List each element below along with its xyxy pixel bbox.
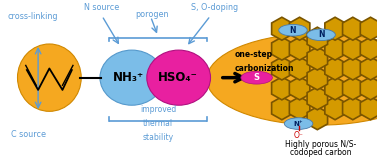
Polygon shape — [325, 17, 345, 40]
Text: improved: improved — [140, 105, 176, 114]
Polygon shape — [307, 27, 328, 50]
Polygon shape — [325, 57, 345, 80]
Text: thermal: thermal — [143, 119, 173, 128]
Ellipse shape — [17, 44, 81, 111]
Text: O⁻: O⁻ — [294, 131, 304, 140]
Text: stability: stability — [143, 133, 174, 142]
Ellipse shape — [147, 50, 211, 105]
Polygon shape — [342, 77, 363, 100]
Polygon shape — [360, 37, 378, 60]
Circle shape — [307, 29, 335, 41]
Circle shape — [279, 24, 307, 36]
Polygon shape — [290, 17, 310, 40]
Polygon shape — [307, 47, 328, 70]
Ellipse shape — [100, 50, 164, 105]
Text: S, O-doping: S, O-doping — [191, 3, 238, 12]
Circle shape — [241, 71, 273, 84]
Polygon shape — [325, 77, 345, 100]
Polygon shape — [307, 87, 328, 110]
Polygon shape — [325, 97, 345, 120]
Polygon shape — [342, 57, 363, 80]
Polygon shape — [360, 77, 378, 100]
Polygon shape — [272, 97, 292, 120]
Text: N: N — [290, 26, 296, 35]
Polygon shape — [360, 17, 378, 40]
Text: NH₃⁺: NH₃⁺ — [113, 71, 144, 84]
Text: N source: N source — [84, 3, 119, 12]
Text: N: N — [318, 30, 324, 39]
Polygon shape — [360, 57, 378, 80]
Polygon shape — [307, 67, 328, 90]
Polygon shape — [342, 37, 363, 60]
Polygon shape — [342, 97, 363, 120]
Polygon shape — [272, 57, 292, 80]
Polygon shape — [307, 107, 328, 130]
Polygon shape — [290, 97, 310, 120]
Text: porogen: porogen — [136, 10, 169, 20]
Polygon shape — [325, 37, 345, 60]
Polygon shape — [290, 57, 310, 80]
Polygon shape — [272, 77, 292, 100]
Circle shape — [284, 118, 313, 129]
Polygon shape — [360, 97, 378, 120]
Text: C source: C source — [11, 130, 46, 139]
Polygon shape — [342, 17, 363, 40]
Polygon shape — [290, 77, 310, 100]
Text: cross-linking: cross-linking — [7, 12, 58, 21]
Text: codoped carbon: codoped carbon — [290, 148, 351, 157]
Polygon shape — [272, 17, 292, 40]
Text: Highly porous N/S-: Highly porous N/S- — [285, 140, 356, 149]
Polygon shape — [290, 37, 310, 60]
Circle shape — [207, 33, 378, 125]
Polygon shape — [272, 37, 292, 60]
Text: one-step: one-step — [234, 50, 272, 59]
Text: HSO₄⁻: HSO₄⁻ — [158, 71, 198, 84]
Text: N⁺: N⁺ — [294, 121, 304, 127]
Text: S: S — [254, 73, 260, 82]
Text: carbonization: carbonization — [234, 64, 294, 73]
